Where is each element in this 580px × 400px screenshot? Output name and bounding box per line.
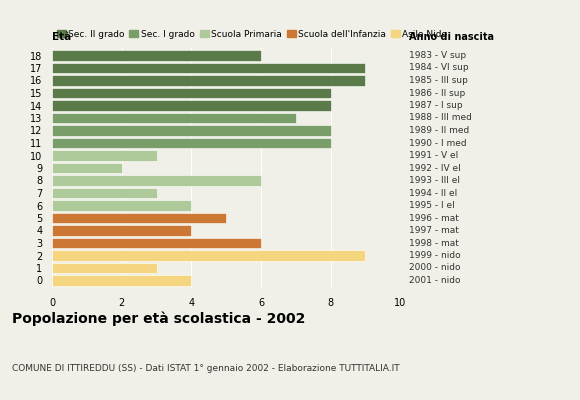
Bar [52,88,331,98]
Text: 1989 - II med: 1989 - II med [409,126,469,135]
Bar [52,163,122,173]
Bar [52,150,157,161]
Text: 1983 - V sup: 1983 - V sup [409,51,466,60]
Bar [52,75,365,86]
Bar [52,213,226,223]
Text: 1992 - IV el: 1992 - IV el [409,164,461,172]
Bar [52,138,331,148]
Text: 1987 - I sup: 1987 - I sup [409,101,462,110]
Bar [52,125,331,136]
Bar [52,225,191,236]
Legend: Sec. II grado, Sec. I grado, Scuola Primaria, Scuola dell'Infanzia, Asilo Nido: Sec. II grado, Sec. I grado, Scuola Prim… [57,30,447,39]
Bar [52,63,365,73]
Text: 1999 - nido: 1999 - nido [409,251,461,260]
Text: 1988 - III med: 1988 - III med [409,114,472,122]
Text: Popolazione per età scolastica - 2002: Popolazione per età scolastica - 2002 [12,312,305,326]
Text: 1996 - mat: 1996 - mat [409,214,459,222]
Text: 1984 - VI sup: 1984 - VI sup [409,64,469,72]
Text: 1994 - II el: 1994 - II el [409,188,457,198]
Text: 1995 - I el: 1995 - I el [409,201,455,210]
Bar [52,250,365,261]
Text: 1986 - II sup: 1986 - II sup [409,88,465,98]
Text: 1991 - V el: 1991 - V el [409,151,458,160]
Text: 1990 - I med: 1990 - I med [409,138,466,148]
Bar [52,50,261,61]
Bar [52,275,191,286]
Bar [52,188,157,198]
Bar [52,200,191,211]
Text: 2000 - nido: 2000 - nido [409,264,461,272]
Bar [52,175,261,186]
Bar [52,238,261,248]
Text: 1998 - mat: 1998 - mat [409,238,459,248]
Text: 1993 - III el: 1993 - III el [409,176,460,185]
Text: Anno di nascita: Anno di nascita [409,32,494,42]
Bar [52,263,157,273]
Text: COMUNE DI ITTIREDDU (SS) - Dati ISTAT 1° gennaio 2002 - Elaborazione TUTTITALIA.: COMUNE DI ITTIREDDU (SS) - Dati ISTAT 1°… [12,364,399,373]
Text: 2001 - nido: 2001 - nido [409,276,461,285]
Bar [52,100,331,111]
Bar [52,113,296,123]
Text: Età: Età [52,32,71,42]
Text: 1997 - mat: 1997 - mat [409,226,459,235]
Text: 1985 - III sup: 1985 - III sup [409,76,468,85]
